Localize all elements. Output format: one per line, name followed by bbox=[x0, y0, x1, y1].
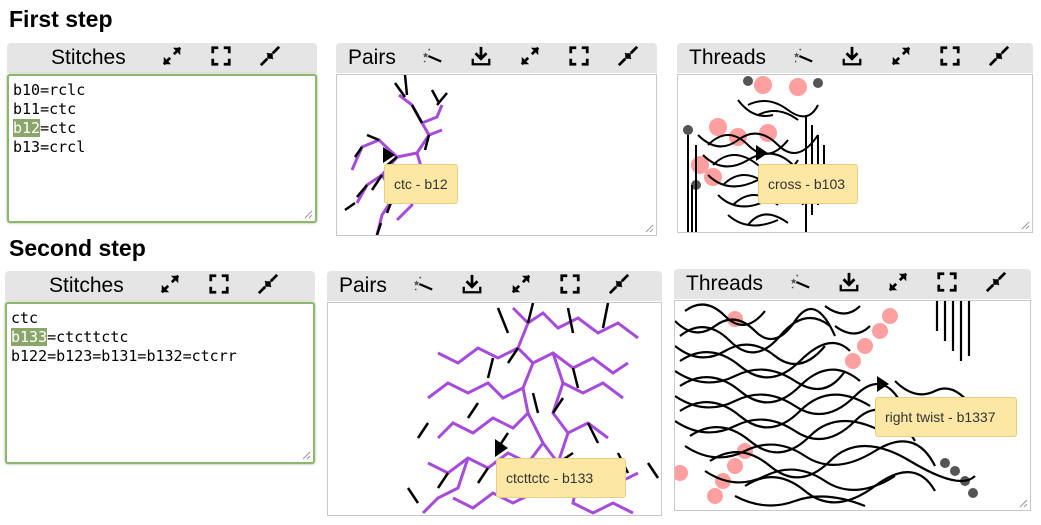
shrink-arrows-icon bbox=[985, 271, 1007, 298]
magic-wand-button[interactable] bbox=[411, 274, 436, 299]
download-icon bbox=[838, 271, 860, 298]
shrink-arrows-icon bbox=[257, 273, 279, 300]
shrink-arrows-icon bbox=[617, 45, 639, 72]
expand-arrows-icon bbox=[519, 45, 541, 72]
threads-diagram-canvas bbox=[683, 76, 825, 232]
shrink-arrows-button[interactable] bbox=[616, 45, 641, 72]
fullscreen-button[interactable] bbox=[558, 273, 583, 300]
first-step-title: First step bbox=[9, 6, 113, 32]
first-threads-diagram[interactable]: cross - b103 bbox=[677, 74, 1033, 233]
stitch-line: b122=b123=b131=b132=ctcrr bbox=[11, 347, 237, 365]
stitch-line: b10=rclc bbox=[13, 81, 86, 99]
threads-label: Threads bbox=[686, 272, 764, 295]
resize-grip-icon[interactable] bbox=[1020, 220, 1030, 230]
stitch-line: b12=ctc bbox=[13, 119, 77, 137]
second-stitches-textarea[interactable]: ctc b133=ctcttctc b122=b123=b131=b132=ct… bbox=[5, 302, 315, 464]
stitch-line: b11=ctc bbox=[13, 100, 77, 118]
magic-wand-icon bbox=[421, 45, 443, 72]
threads-label: Threads bbox=[689, 46, 767, 69]
first-pairs-toolbar: Pairs bbox=[336, 43, 657, 73]
magic-wand-button[interactable] bbox=[420, 46, 445, 71]
magic-wand-button[interactable] bbox=[787, 272, 812, 297]
pairs-tooltip: ctc - b12 bbox=[384, 164, 458, 204]
pairs-tooltip: ctcttctc - b133 bbox=[496, 458, 626, 498]
stitches-label: Stitches bbox=[51, 46, 126, 69]
magic-wand-icon bbox=[789, 271, 811, 298]
first-stitches-textarea[interactable]: b10=rclc b11=ctc b12=ctc b13=crcl bbox=[7, 74, 317, 223]
expand-arrows-icon bbox=[887, 271, 909, 298]
download-button[interactable] bbox=[836, 272, 861, 297]
second-threads-diagram[interactable]: right twist - b1337 bbox=[674, 300, 1031, 511]
magic-wand-button[interactable] bbox=[790, 46, 815, 71]
stitch-line: ctc bbox=[11, 309, 39, 327]
fullscreen-button[interactable] bbox=[207, 273, 232, 300]
first-stitches-panel: Stitches b10=rclc b11=ctc b12=ctc b13=cr… bbox=[7, 43, 317, 223]
first-threads-toolbar: Threads bbox=[677, 43, 1033, 73]
pairs-label: Pairs bbox=[348, 46, 396, 69]
shrink-arrows-button[interactable] bbox=[983, 271, 1008, 298]
shrink-arrows-button[interactable] bbox=[986, 45, 1011, 72]
download-button[interactable] bbox=[839, 46, 864, 71]
second-stitches-toolbar: Stitches bbox=[5, 271, 315, 301]
expand-arrows-button[interactable] bbox=[509, 274, 534, 299]
download-icon bbox=[461, 273, 483, 300]
download-icon bbox=[841, 45, 863, 72]
expand-arrows-button[interactable] bbox=[885, 272, 910, 297]
first-stitches-toolbar: Stitches bbox=[7, 43, 317, 73]
expand-arrows-button[interactable] bbox=[888, 46, 913, 71]
second-stitches-panel: Stitches ctc b133=ctcttctc b122=b123=b13… bbox=[5, 271, 315, 464]
second-threads-panel: Threads right twist - b1337 bbox=[674, 269, 1031, 511]
stitches-label: Stitches bbox=[49, 274, 124, 297]
fullscreen-button[interactable] bbox=[937, 45, 962, 72]
second-pairs-panel: Pairs ctcttctc - b133 bbox=[327, 271, 662, 516]
fullscreen-button[interactable] bbox=[209, 45, 234, 72]
resize-grip-icon[interactable] bbox=[1018, 498, 1028, 508]
download-button[interactable] bbox=[469, 46, 494, 71]
shrink-arrows-button[interactable] bbox=[258, 45, 283, 72]
stitch-line: b133=ctcttctc bbox=[11, 328, 129, 346]
fullscreen-icon bbox=[208, 273, 230, 300]
pairs-diagram-canvas bbox=[344, 75, 448, 235]
second-pairs-diagram[interactable]: ctcttctc - b133 bbox=[327, 302, 662, 516]
pairs-label: Pairs bbox=[339, 274, 387, 297]
second-threads-toolbar: Threads bbox=[674, 269, 1031, 299]
fullscreen-button[interactable] bbox=[567, 45, 592, 72]
threads-tooltip: right twist - b1337 bbox=[875, 397, 1017, 437]
second-step-title: Second step bbox=[9, 235, 146, 261]
expand-arrows-button[interactable] bbox=[160, 46, 185, 71]
fullscreen-icon bbox=[936, 271, 958, 298]
download-button[interactable] bbox=[460, 274, 485, 299]
fullscreen-icon bbox=[210, 45, 232, 72]
expand-arrows-icon bbox=[159, 273, 181, 300]
resize-grip-icon[interactable] bbox=[303, 209, 313, 219]
first-threads-panel: Threads cross - b103 bbox=[677, 43, 1033, 233]
resize-grip-icon[interactable] bbox=[644, 223, 654, 233]
magic-wand-icon bbox=[412, 273, 434, 300]
download-icon bbox=[470, 45, 492, 72]
first-pairs-panel: Pairs ctc - b12 bbox=[336, 43, 657, 236]
shrink-arrows-button[interactable] bbox=[256, 273, 281, 300]
expand-arrows-button[interactable] bbox=[518, 46, 543, 71]
shrink-arrows-icon bbox=[608, 273, 630, 300]
magic-wand-icon bbox=[792, 45, 814, 72]
shrink-arrows-icon bbox=[259, 45, 281, 72]
first-pairs-diagram[interactable]: ctc - b12 bbox=[336, 74, 657, 236]
expand-arrows-button[interactable] bbox=[158, 274, 183, 299]
threads-diagram-canvas bbox=[675, 301, 1016, 508]
fullscreen-icon bbox=[559, 273, 581, 300]
threads-tooltip: cross - b103 bbox=[758, 164, 858, 204]
expand-arrows-icon bbox=[890, 45, 912, 72]
expand-arrows-icon bbox=[161, 45, 183, 72]
stitch-line: b13=crcl bbox=[13, 138, 86, 156]
shrink-arrows-button[interactable] bbox=[607, 273, 632, 300]
fullscreen-icon bbox=[568, 45, 590, 72]
second-pairs-toolbar: Pairs bbox=[327, 271, 662, 301]
expand-arrows-icon bbox=[510, 273, 532, 300]
fullscreen-button[interactable] bbox=[934, 271, 959, 298]
resize-grip-icon[interactable] bbox=[301, 450, 311, 460]
fullscreen-icon bbox=[939, 45, 961, 72]
shrink-arrows-icon bbox=[988, 45, 1010, 72]
